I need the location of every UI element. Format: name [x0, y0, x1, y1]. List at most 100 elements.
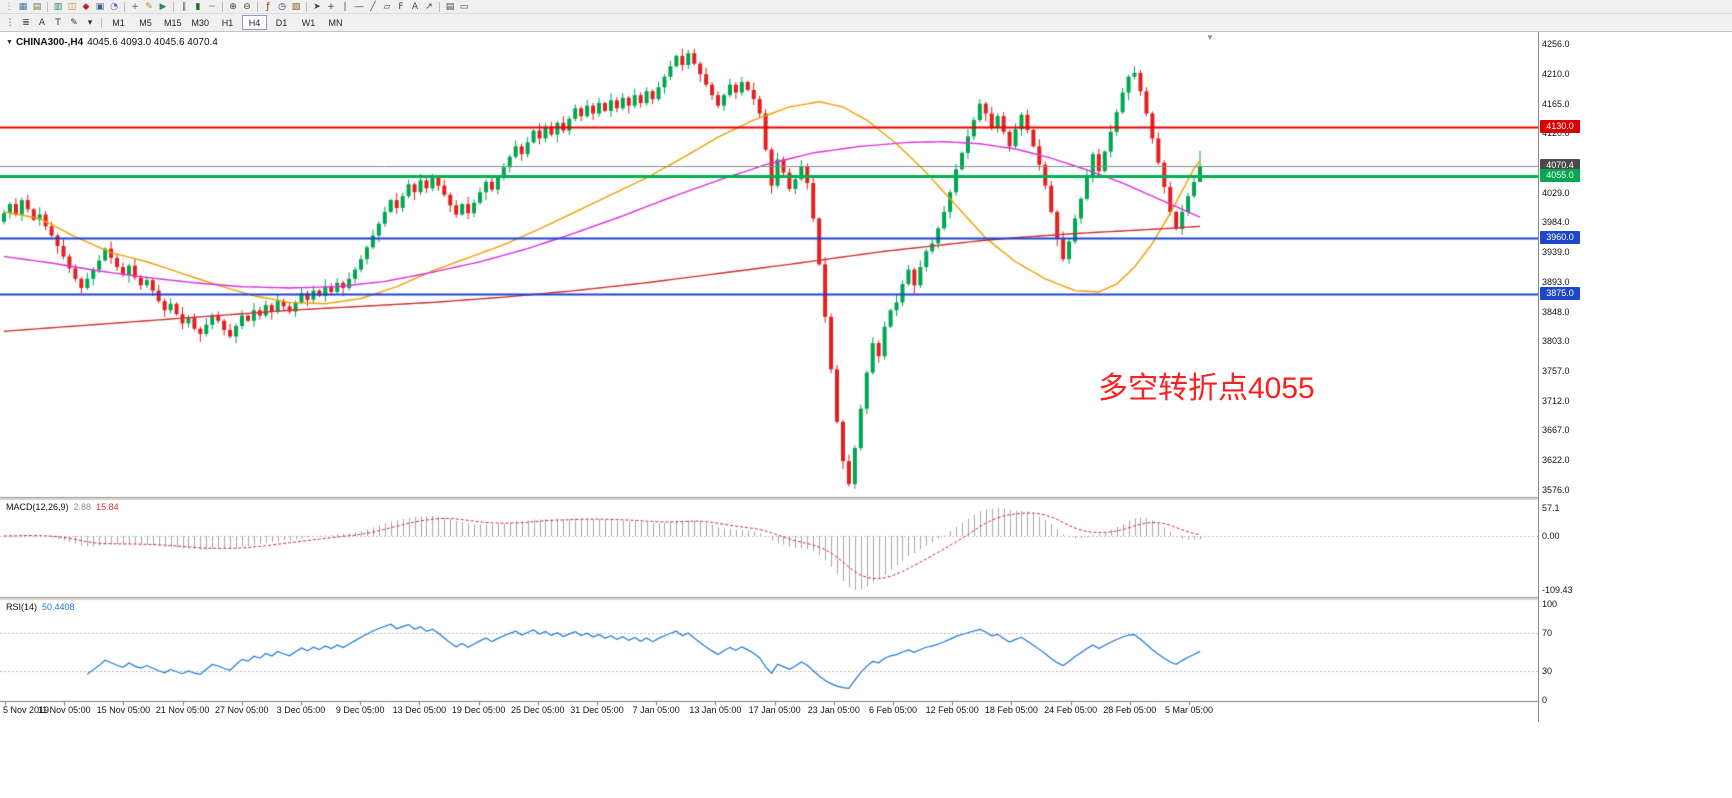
profiles-icon[interactable]: ▤ — [30, 1, 44, 13]
price-scale-tick: 3667.0 — [1542, 425, 1570, 436]
timeframe-m5-button[interactable]: M5 — [133, 15, 158, 30]
timeframe-h4-button[interactable]: H4 — [242, 15, 268, 30]
ohlc-values: 4045.6 4093.0 4045.6 4070.4 — [87, 37, 218, 48]
line-chart-icon[interactable]: ~ — [205, 1, 219, 13]
list-icon[interactable]: ≣ — [18, 16, 34, 30]
price-scale-tick: 3984.0 — [1542, 217, 1570, 228]
candlestick-chart-icon[interactable]: ▮ — [191, 1, 205, 13]
indicators-icon[interactable]: ƒ — [261, 1, 275, 13]
toolbar-separator — [47, 1, 48, 12]
timeframe-w1-button[interactable]: W1 — [296, 15, 321, 30]
print-preview-icon[interactable]: ▭ — [457, 1, 471, 13]
time-axis-label: 6 Feb 05:00 — [868, 705, 918, 715]
metaeditor-icon[interactable]: ✎ — [142, 1, 156, 13]
time-axis-label: 12 Feb 05:00 — [925, 705, 979, 715]
dropdown-arrow-icon[interactable]: ▾ — [82, 16, 98, 30]
macd-main-value: 2.88 — [73, 502, 92, 512]
print-icon[interactable]: ▤ — [443, 1, 457, 13]
zoom-out-icon[interactable]: ⊖ — [240, 1, 254, 13]
time-axis-label: 28 Feb 05:00 — [1103, 705, 1157, 715]
market-watch-icon[interactable]: ▥ — [51, 1, 65, 13]
price-scale[interactable]: 4256.04210.04165.04120.04074.04029.03984… — [1538, 32, 1732, 722]
fibonacci-icon[interactable]: F — [394, 1, 408, 13]
rsi-indicator-header: RSI(14) 50.4408 — [6, 602, 75, 612]
channel-icon[interactable]: ▱ — [380, 1, 394, 13]
price-badge-3875.0: 3875.0 — [1540, 286, 1580, 300]
timeframe-m1-button[interactable]: M1 — [106, 15, 131, 30]
price-scale-tick: 3893.0 — [1542, 277, 1570, 288]
trendline-icon[interactable]: ╱ — [366, 1, 380, 13]
time-axis-label: 24 Feb 05:00 — [1044, 705, 1098, 715]
toolbar-separator — [257, 1, 258, 12]
price-scale-tick: 4165.0 — [1542, 98, 1570, 109]
macd-scale-tick: -109.43 — [1542, 584, 1573, 595]
text-label-icon[interactable]: A — [408, 1, 422, 13]
time-axis-label: 18 Feb 05:00 — [984, 705, 1038, 715]
rsi-scale-tick: 100 — [1542, 599, 1558, 609]
time-axis-label: 19 Dec 05:00 — [451, 705, 506, 715]
time-axis-label: 31 Dec 05:00 — [570, 705, 624, 715]
price-badge-4130.0: 4130.0 — [1540, 119, 1580, 133]
line-studies-handle-icon[interactable]: ⋮ — [2, 16, 18, 30]
toolbar-separator — [439, 1, 440, 12]
rsi-scale-tick: 0 — [1542, 695, 1548, 705]
arrows-icon[interactable]: ↗ — [422, 1, 436, 13]
bar-chart-icon[interactable]: ∥ — [177, 1, 191, 13]
price-scale-tick: 4256.0 — [1542, 39, 1570, 49]
crosshair-icon[interactable]: + — [324, 1, 338, 13]
price-scale-tick: 4210.0 — [1542, 69, 1570, 80]
timeframe-m30-button[interactable]: M30 — [188, 15, 214, 30]
cursor-icon[interactable]: ➤ — [310, 1, 324, 13]
periods-icon[interactable]: ◷ — [275, 1, 289, 13]
horizontal-line-icon[interactable]: ― — [352, 1, 366, 13]
price-scale-tick: 3939.0 — [1542, 246, 1570, 257]
terminal-icon[interactable]: ▣ — [93, 1, 107, 13]
time-axis-label: 5 Mar 05:00 — [1164, 705, 1214, 715]
zoom-in-icon[interactable]: ⊕ — [226, 1, 240, 13]
timeframe-h1-button[interactable]: H1 — [215, 15, 240, 30]
time-axis-label: 25 Dec 05:00 — [511, 705, 565, 715]
price-badge-4070.4: 4070.4 — [1540, 158, 1580, 172]
data-window-icon[interactable]: ◫ — [65, 1, 79, 13]
navigator-icon[interactable]: ◆ — [79, 1, 93, 13]
time-axis-label: 23 Jan 05:00 — [807, 705, 860, 715]
timeframe-m15-button[interactable]: M15 — [160, 15, 186, 30]
templates-icon[interactable]: ▧ — [289, 1, 303, 13]
collapse-arrow-icon[interactable]: ▼ — [6, 39, 13, 46]
time-axis-label: 3 Dec 05:00 — [276, 705, 326, 715]
chart-canvas[interactable] — [0, 32, 1538, 722]
symbol-period-label: CHINA300-,H4 — [15, 37, 84, 48]
macd-scale-tick: 57.1 — [1542, 502, 1560, 513]
new-chart-icon[interactable]: ▦ — [16, 1, 30, 13]
rsi-value: 50.4408 — [42, 602, 75, 612]
time-axis[interactable]: 5 Nov 2019 11 Nov 05:00 15 Nov 05:00 21 Nov… — [0, 703, 1538, 720]
price-scale-tick: 3576.0 — [1542, 485, 1570, 495]
toolbar-separator — [101, 17, 102, 28]
timeframe-mn-button[interactable]: MN — [323, 15, 348, 30]
time-axis-label: 13 Dec 05:00 — [392, 705, 447, 715]
chart-shift-marker[interactable]: ▼ — [1206, 33, 1214, 42]
style-button[interactable]: ✎ — [66, 16, 82, 30]
new-order-icon[interactable]: + — [128, 1, 142, 13]
toolbar-row-2: ⋮ ≣ A T ✎ ▾ M1 M5 M15 M30 H1 H4 D1 W1 MN — [0, 14, 1732, 32]
time-axis-label: 13 Jan 05:00 — [689, 705, 742, 715]
text-annotation-button[interactable]: A — [34, 16, 50, 30]
textbox-button[interactable]: T — [50, 16, 66, 30]
macd-signal-value: 15.84 — [96, 502, 119, 512]
macd-label: MACD(12,26,9) — [6, 502, 69, 512]
macd-indicator-header: MACD(12,26,9) 2.88 15.84 — [6, 502, 119, 512]
strategy-tester-icon[interactable]: ◔ — [107, 1, 121, 13]
autotrading-icon[interactable]: ▶ — [156, 1, 170, 13]
time-axis-label: 5 Nov 2019 — [3, 705, 50, 715]
timeframe-d1-button[interactable]: D1 — [269, 15, 294, 30]
time-axis-label: 11 Nov 05:00 — [37, 705, 91, 715]
toolbar-row-1: ⋮ ▦ ▤ ▥ ◫ ◆ ▣ ◔ + ✎ ▶ ∥ ▮ ~ ⊕ ⊖ ƒ ◷ ▧ ➤ + | ― ╱ ▱ F A ↗ ▤ ▭ — [0, 0, 1732, 14]
price-scale-tick: 3622.0 — [1542, 454, 1570, 465]
time-axis-label: 7 Jan 05:00 — [632, 705, 680, 715]
toolbar-separator — [222, 1, 223, 12]
time-axis-label: 15 Nov 05:00 — [96, 705, 151, 715]
toolbar-handle-icon[interactable]: ⋮ — [2, 1, 16, 13]
rsi-scale-tick: 30 — [1542, 666, 1553, 677]
vertical-line-icon[interactable]: | — [338, 1, 352, 13]
